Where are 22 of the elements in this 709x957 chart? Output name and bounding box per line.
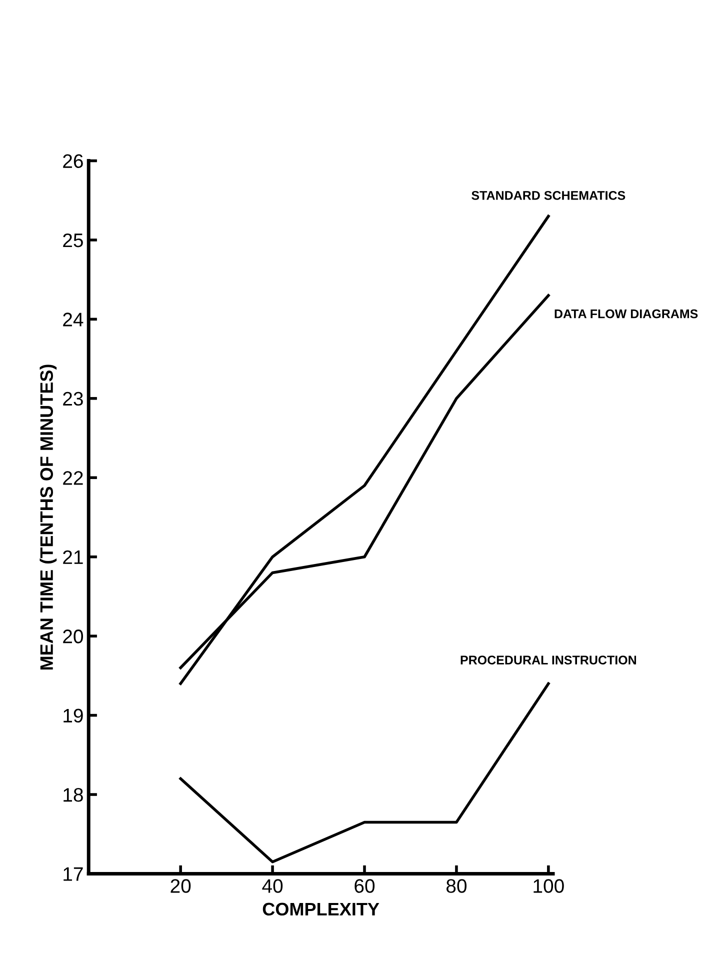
line-series	[179, 682, 550, 864]
x-tick-label: 20	[170, 879, 191, 893]
y-axis-title: MEAN TIME (TENTHS OF MINUTES)	[40, 364, 57, 670]
x-tick-label: 40	[262, 879, 283, 893]
y-tick-label: 18	[64, 788, 83, 802]
line-series	[179, 214, 550, 686]
y-tick-label: 20	[63, 630, 84, 644]
y-tick-label: 21	[63, 550, 83, 564]
x-tick-label: 100	[534, 879, 564, 893]
y-tick-label: 24	[63, 312, 84, 326]
series-label: STANDARD SCHEMATICS	[472, 191, 626, 200]
y-tick-label: 19	[64, 708, 83, 723]
y-tick-label: 25	[63, 233, 83, 248]
series-label: DATA FLOW DIAGRAMS	[554, 309, 698, 318]
y-tick-label: 26	[63, 154, 83, 168]
x-tick-label: 60	[354, 879, 375, 893]
y-tick-label: 17	[64, 867, 83, 881]
y-tick-label: 22	[63, 471, 83, 485]
series-label: PROCEDURAL INSTRUCTION	[460, 656, 636, 664]
x-axis-title: COMPLEXITY	[262, 902, 380, 916]
y-tick-label: 23	[63, 392, 83, 406]
x-tick-label: 80	[446, 879, 467, 893]
